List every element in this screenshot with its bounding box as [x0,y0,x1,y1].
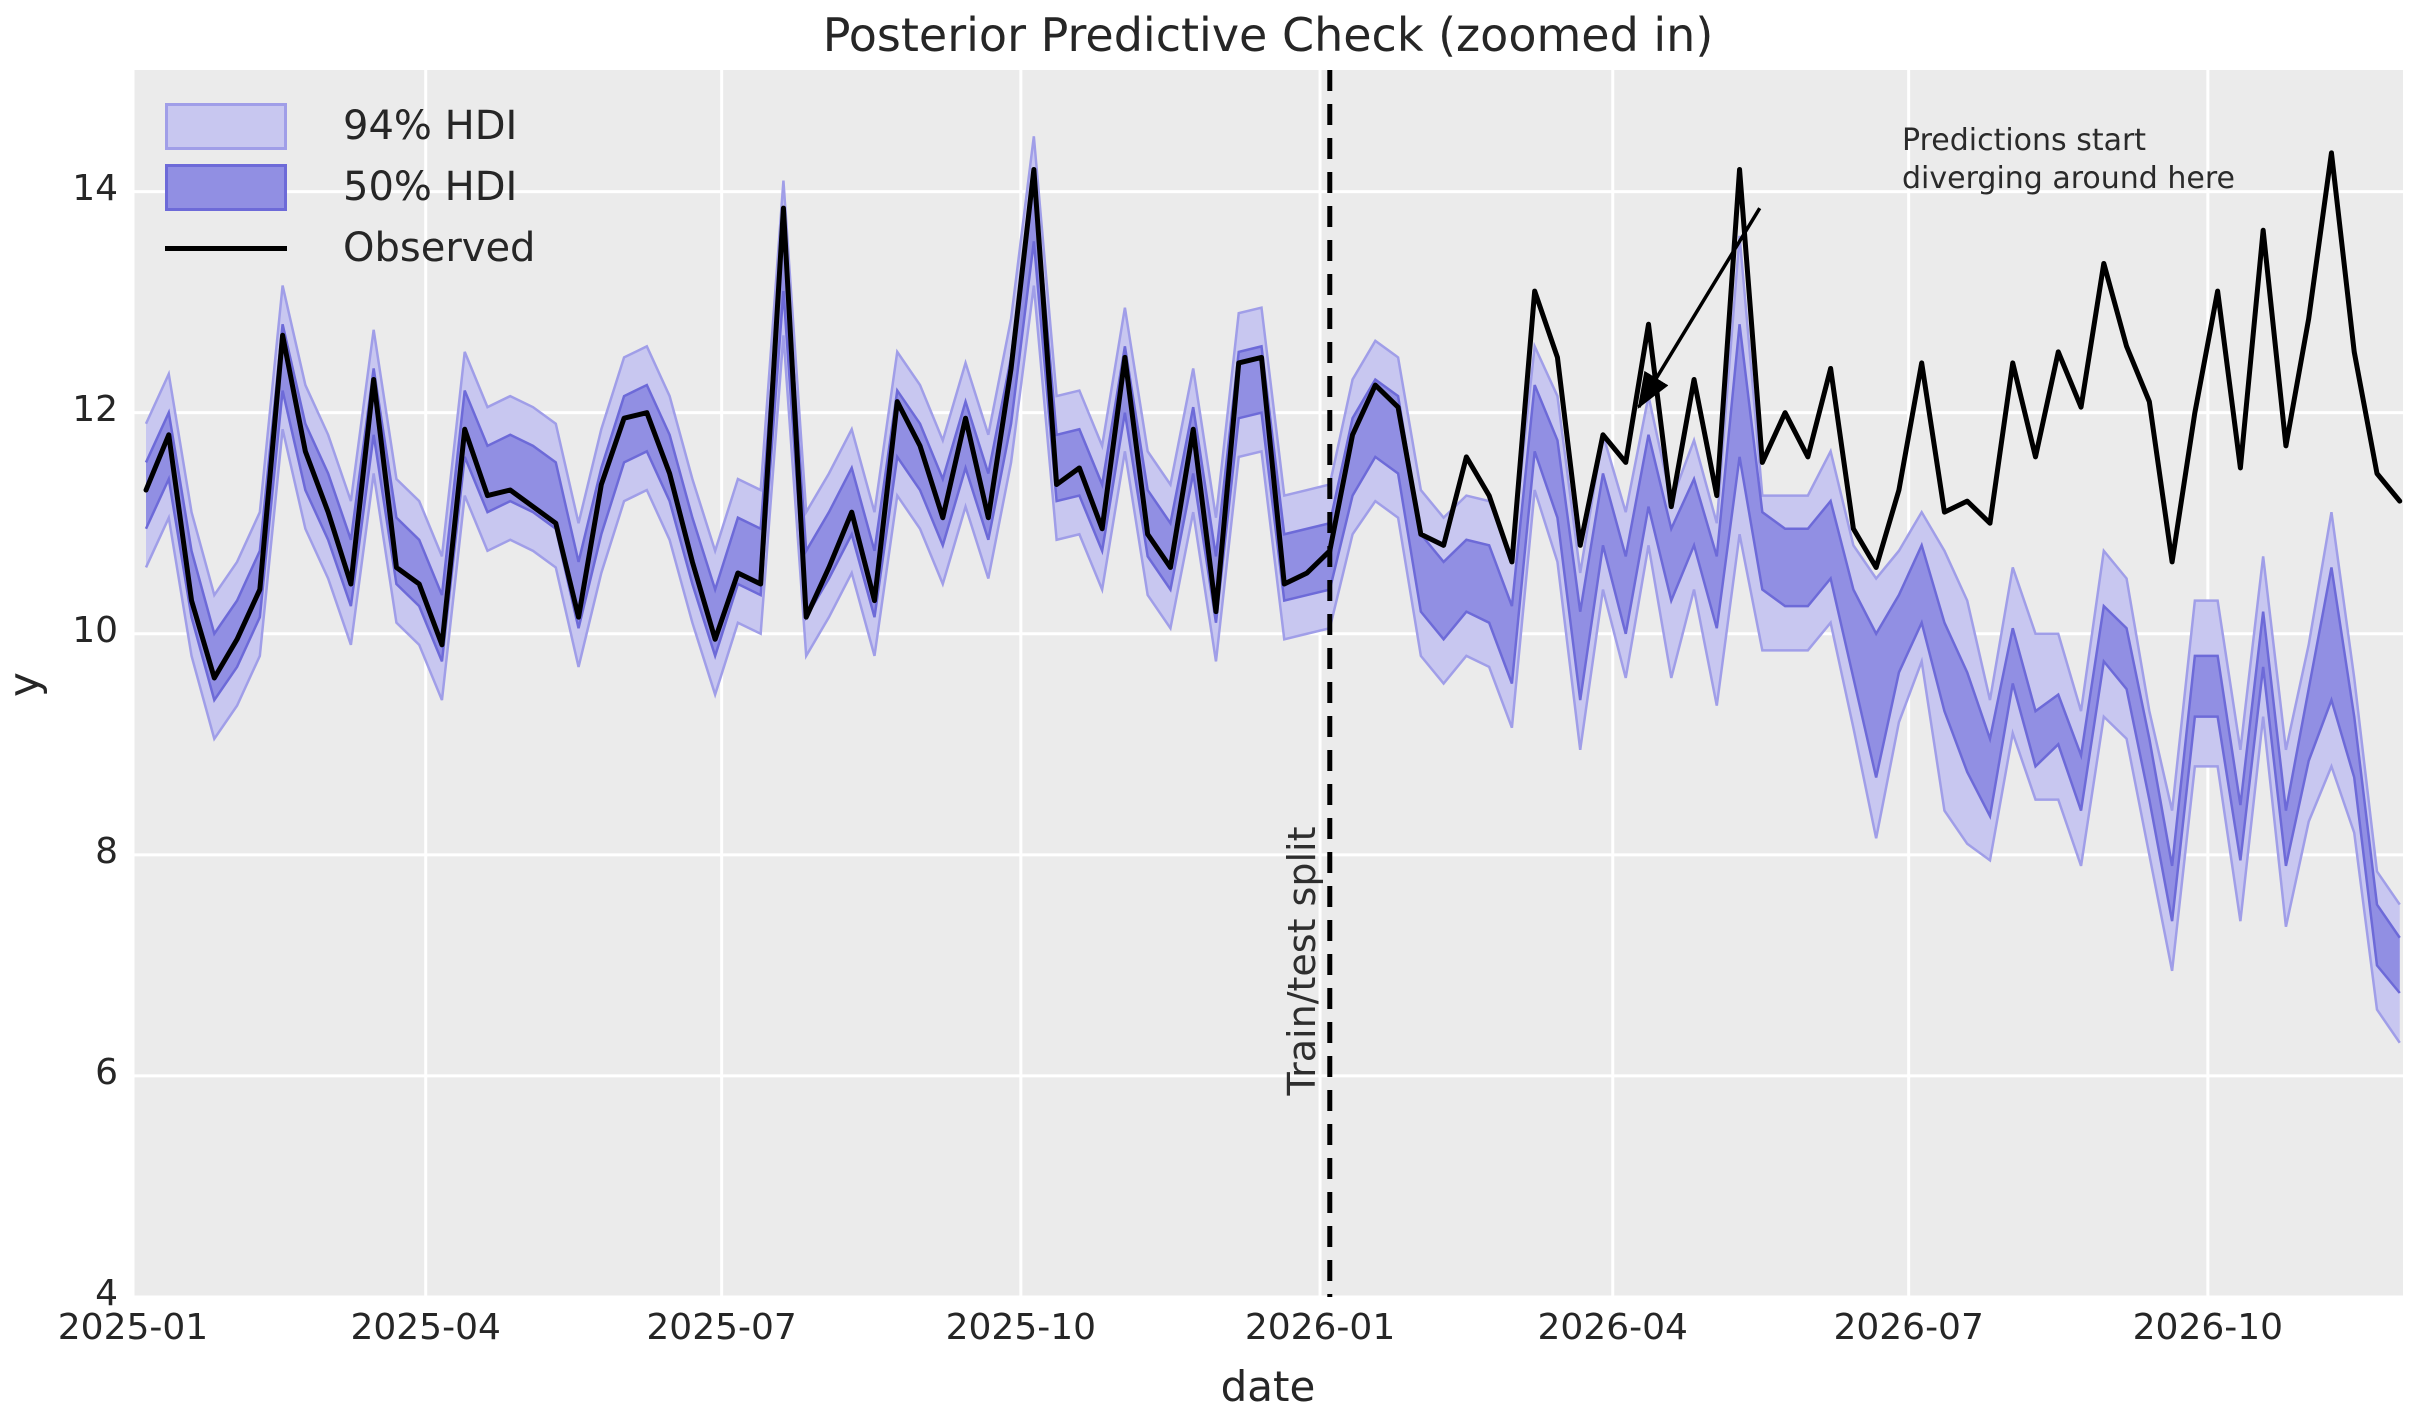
y-tick-label: 14 [72,167,118,209]
plot-area [133,70,2403,1297]
observed-line [143,150,2403,681]
annotation-line-1: Predictions start [1902,123,2147,158]
legend-item: 50% HDI [165,161,535,213]
x-tick-label: 2026-04 [1537,1307,1688,1348]
hdi94-swatch [165,102,287,150]
legend: 94% HDI 50% HDI Observed [165,100,535,283]
x-tick-label: 2025-04 [350,1307,501,1348]
chart-svg [133,70,2403,1297]
x-tick-label: 2025-07 [646,1307,797,1348]
hdi94-upper-edge [144,136,2401,906]
legend-label: 50% HDI [343,164,518,210]
hdi50-swatch [165,163,287,211]
legend-label: Observed [343,225,536,271]
train-test-split-label: Train/test split [1280,826,1324,1096]
y-tick-label: 10 [72,609,118,651]
observed-line-swatch [165,245,287,251]
hdi50-lower-edge [144,241,2401,994]
y-axis-label: y [0,672,49,697]
divergence-annotation: Predictions start diverging around here [1902,122,2235,198]
legend-item: 94% HDI [165,100,535,152]
x-tick-label: 2026-01 [1244,1307,1396,1348]
x-tick-label: 2026-10 [2132,1307,2284,1348]
chart-title: Posterior Predictive Check (zoomed in) [822,8,1714,62]
y-tick-label: 6 [95,1051,118,1093]
x-axis-label: date [1220,1362,1316,1411]
y-tick-label: 8 [95,830,118,872]
x-tick-label: 2026-07 [1833,1307,1984,1348]
x-tick-label: 2025-01 [57,1307,209,1348]
annotation-arrow [1637,207,1762,409]
hdi94-lower-edge [144,285,2401,1044]
legend-item: Observed [165,222,535,274]
hdi50-upper-edge [144,174,2401,939]
hdi50-band [146,175,2400,994]
x-tick-label: 2025-10 [945,1307,1097,1348]
y-tick-label: 4 [95,1273,118,1314]
y-tick-label: 12 [72,388,118,430]
annotation-line-2: diverging around here [1902,161,2235,196]
legend-label: 94% HDI [343,103,518,149]
